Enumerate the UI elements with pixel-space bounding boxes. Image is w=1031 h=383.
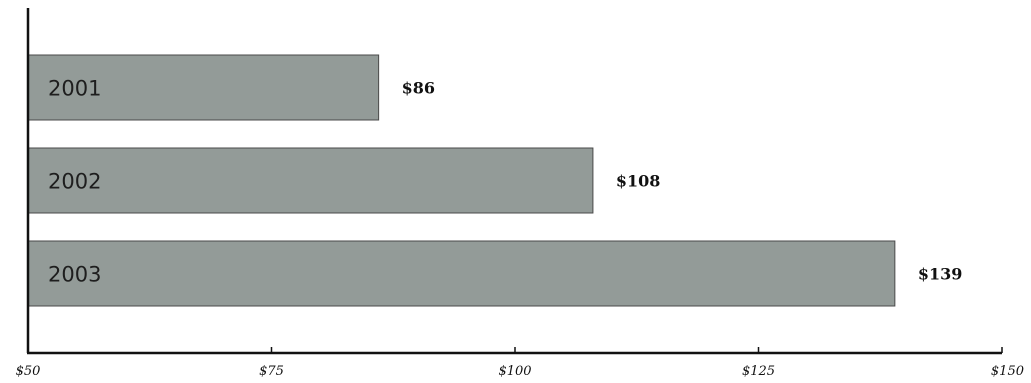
x-tick-label-50: $50	[16, 364, 41, 379]
axis-layer: $50 $75 $100 $125 $150	[16, 8, 1024, 379]
x-tick-label-125: $125	[742, 364, 775, 379]
value-label-2002: $108	[616, 172, 661, 191]
category-label-2002: 2002	[48, 170, 101, 194]
bar-2002	[27, 147, 594, 214]
category-label-2003: 2003	[48, 263, 101, 287]
x-tick-label-100: $100	[498, 364, 531, 379]
x-tick-label-150: $150	[991, 364, 1024, 379]
value-label-2001: $86	[402, 79, 435, 98]
value-label-2003: $139	[918, 265, 963, 284]
category-label-2001: 2001	[48, 77, 101, 101]
x-tick-label-75: $75	[259, 364, 284, 379]
bars-layer: 2001 $86 2002 $108 2003 $139	[27, 54, 963, 307]
bar-2003	[27, 240, 896, 307]
bar-2001	[27, 54, 380, 121]
